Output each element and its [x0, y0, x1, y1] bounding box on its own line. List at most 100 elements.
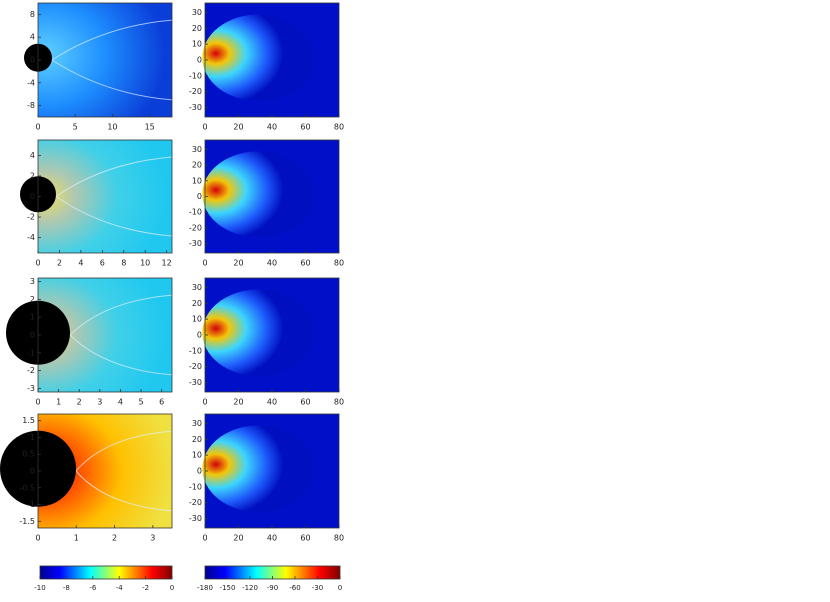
x-tick-label: 60: [300, 123, 310, 132]
y-tick-label: -30: [189, 103, 202, 112]
x-tick-label: 60: [300, 534, 310, 543]
y-tick-label: 0: [30, 467, 35, 476]
x-tick-label: 3: [97, 398, 102, 407]
y-tick-label: 10: [192, 176, 202, 185]
x-tick-label: 4: [78, 259, 83, 268]
y-tick-label: 30: [192, 283, 202, 292]
x-tick-label: 4: [118, 398, 123, 407]
filament: [75, 430, 173, 512]
colorbar: [39, 565, 173, 580]
x-tick-label: 0: [202, 259, 207, 268]
x-tick-label: 2: [112, 534, 117, 543]
x-tick-label: 10: [140, 259, 150, 268]
y-tick-label: -3: [27, 384, 35, 393]
y-tick-label: -10: [189, 346, 202, 355]
x-tick-label: 2: [57, 259, 62, 268]
filament: [51, 19, 173, 101]
x-tick-label: 5: [73, 123, 78, 132]
colorbar-tick-label: -10: [34, 584, 45, 592]
colorbar-tick-label: -2: [142, 584, 149, 592]
y-tick-label: 0: [197, 467, 202, 476]
x-tick-label: 0: [202, 534, 207, 543]
x-tick-label: 80: [334, 534, 344, 543]
colorbar-tick-label: -120: [242, 584, 258, 592]
y-tick-label: -20: [189, 223, 202, 232]
y-tick-label: 20: [192, 161, 202, 170]
y-tick-label: -10: [189, 71, 202, 80]
x-tick-label: 0: [35, 398, 40, 407]
y-tick-label: 10: [192, 315, 202, 324]
y-tick-label: 30: [192, 145, 202, 154]
colorbar-tick-label: -6: [89, 584, 97, 592]
x-tick-label: 20: [233, 259, 243, 268]
x-tick-label: 3: [150, 534, 155, 543]
colorbar-tick-label: 0: [338, 584, 342, 592]
x-tick-label: 80: [334, 123, 344, 132]
y-tick-label: 1: [30, 313, 35, 322]
x-tick-label: 20: [233, 534, 243, 543]
x-tick-label: 40: [267, 259, 277, 268]
y-tick-label: 20: [192, 299, 202, 308]
panel-image: [38, 3, 172, 117]
colorbar-tick-label: -4: [116, 584, 124, 592]
x-tick-label: 15: [145, 123, 155, 132]
panel-image: [38, 140, 172, 253]
x-tick-label: 5: [139, 398, 144, 407]
y-tick-label: -2: [27, 213, 35, 222]
y-tick-label: -4: [27, 78, 35, 87]
colorbar-tick-label: -8: [63, 584, 70, 592]
y-tick-label: -1: [27, 348, 35, 357]
y-tick-label: 0: [30, 56, 35, 65]
y-tick-label: 3: [30, 277, 35, 286]
y-tick-label: -30: [189, 239, 202, 248]
x-tick-label: 10: [107, 123, 117, 132]
y-tick-label: 10: [192, 40, 202, 49]
x-tick-label: 0: [35, 123, 40, 132]
colorbar-tick-label: -180: [197, 584, 213, 592]
y-tick-label: -2: [27, 366, 35, 375]
y-tick-label: 10: [192, 451, 202, 460]
x-tick-label: 0: [35, 534, 40, 543]
y-tick-label: 30: [192, 419, 202, 428]
y-tick-label: 20: [192, 435, 202, 444]
y-tick-label: 0: [197, 331, 202, 340]
x-tick-label: 60: [300, 398, 310, 407]
colorbar-tick-label: -150: [220, 584, 236, 592]
x-tick-label: 20: [233, 123, 243, 132]
x-tick-label: 6: [100, 259, 105, 268]
x-tick-label: 2: [77, 398, 82, 407]
y-tick-label: -10: [189, 482, 202, 491]
y-tick-label: -20: [189, 498, 202, 507]
x-tick-label: 0: [35, 259, 40, 268]
colorbar-tick-label: -60: [289, 584, 300, 592]
y-tick-label: -10: [189, 208, 202, 217]
x-tick-label: 12: [162, 259, 172, 268]
y-tick-label: -30: [189, 514, 202, 523]
y-tick-label: 0.5: [22, 450, 35, 459]
x-tick-label: 0: [202, 123, 207, 132]
colorbar-tick-label: -30: [312, 584, 323, 592]
x-tick-label: 40: [267, 123, 277, 132]
y-tick-label: 2: [30, 295, 35, 304]
y-tick-label: -20: [189, 362, 202, 371]
y-tick-label: 4: [30, 33, 35, 42]
y-tick-label: 20: [192, 24, 202, 33]
y-tick-label: 2: [30, 171, 35, 180]
x-tick-label: 6: [159, 398, 164, 407]
x-tick-label: 80: [334, 398, 344, 407]
y-tick-label: -8: [27, 101, 35, 110]
filament: [69, 294, 173, 376]
x-tick-label: 60: [300, 259, 310, 268]
plume: [202, 289, 315, 377]
filament: [55, 156, 173, 237]
x-tick-label: 1: [56, 398, 61, 407]
x-tick-label: 20: [233, 398, 243, 407]
y-tick-label: 1.5: [22, 416, 35, 425]
y-tick-label: 0: [30, 331, 35, 340]
y-tick-label: -0.5: [19, 483, 35, 492]
colorbar-tick-label: -90: [267, 584, 278, 592]
y-tick-label: 8: [30, 10, 35, 19]
plume: [202, 14, 315, 102]
x-tick-label: 40: [267, 398, 277, 407]
